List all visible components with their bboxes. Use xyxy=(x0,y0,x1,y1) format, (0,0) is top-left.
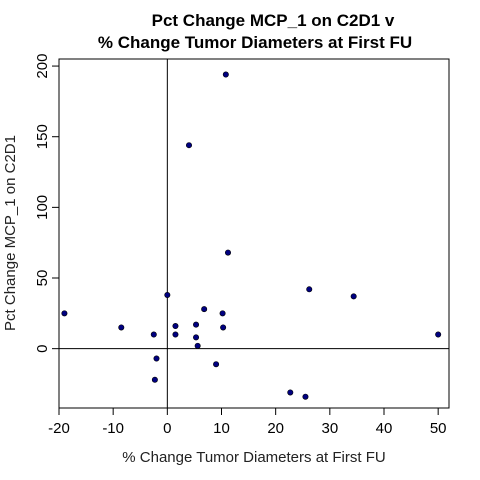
x-tick-label: 20 xyxy=(267,420,284,437)
data-points xyxy=(62,72,441,400)
data-point xyxy=(288,390,293,395)
x-axis: -20 -10 0 10 20 30 40 50 xyxy=(48,408,446,437)
data-point xyxy=(213,361,218,366)
data-point xyxy=(193,335,198,340)
data-point xyxy=(173,332,178,337)
x-tick-label: 30 xyxy=(321,420,338,437)
x-tick-label: -20 xyxy=(48,420,70,437)
data-point xyxy=(220,325,225,330)
y-tick-label: 200 xyxy=(34,54,51,79)
data-point xyxy=(119,325,124,330)
data-point xyxy=(351,294,356,299)
chart-title-line-2: % Change Tumor Diameters at First FU xyxy=(98,33,412,52)
y-tick-label: 50 xyxy=(34,270,51,287)
data-point xyxy=(154,356,159,361)
x-tick-label: 40 xyxy=(376,420,393,437)
x-tick-label: 10 xyxy=(213,420,230,437)
data-point xyxy=(225,250,230,255)
data-point xyxy=(151,332,156,337)
data-point xyxy=(307,287,312,292)
data-point xyxy=(173,323,178,328)
data-point xyxy=(201,306,206,311)
data-point xyxy=(186,142,191,147)
y-tick-label: 100 xyxy=(34,195,51,220)
data-point xyxy=(62,311,67,316)
data-point xyxy=(165,292,170,297)
data-point xyxy=(195,343,200,348)
data-point xyxy=(435,332,440,337)
y-tick-label: 0 xyxy=(34,344,51,352)
x-tick-label: 50 xyxy=(430,420,447,437)
plot-frame xyxy=(59,59,449,408)
y-axis-label: Pct Change MCP_1 on C2D1 xyxy=(2,135,19,331)
x-axis-label: % Change Tumor Diameters at First FU xyxy=(122,449,385,466)
x-tick-label: 0 xyxy=(163,420,171,437)
data-point xyxy=(152,377,157,382)
y-tick-label: 150 xyxy=(34,124,51,149)
y-axis: 0 50 100 150 200 xyxy=(34,54,59,353)
data-point xyxy=(223,72,228,77)
data-point xyxy=(220,311,225,316)
x-tick-label: -10 xyxy=(102,420,124,437)
data-point xyxy=(193,322,198,327)
chart-title-line-1: Pct Change MCP_1 on C2D1 v xyxy=(152,11,395,30)
data-point xyxy=(303,394,308,399)
